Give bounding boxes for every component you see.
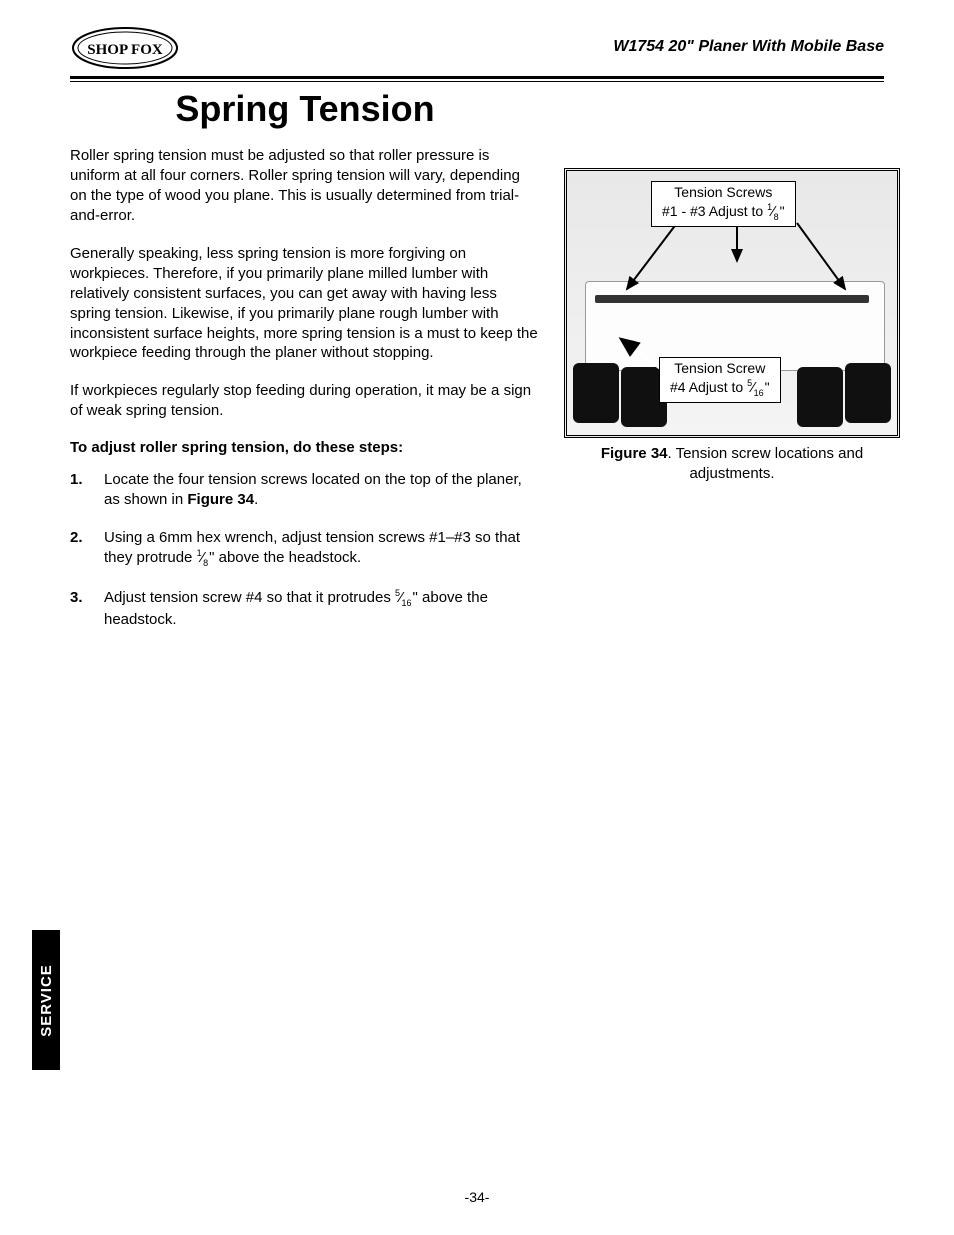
figure-caption: Figure 34. Tension screw locations and a…: [564, 444, 900, 483]
page-number: -34-: [0, 1189, 954, 1205]
intro-paragraph-1: Roller spring tension must be adjusted s…: [70, 146, 540, 226]
callout-bottom: Tension Screw #4 Adjust to 5⁄16": [659, 357, 781, 403]
intro-paragraph-2: Generally speaking, less spring tension …: [70, 244, 540, 364]
section-tab-service: SERVICE: [32, 930, 60, 1070]
header-rule-thick: [70, 76, 884, 79]
svg-text:SHOP FOX: SHOP FOX: [87, 42, 163, 58]
step-body: Using a 6mm hex wrench, adjust tension s…: [104, 528, 540, 570]
step-number: 1.: [70, 470, 104, 510]
step-body: Locate the four tension screws located o…: [104, 470, 540, 510]
text-column: Roller spring tension must be adjusted s…: [70, 146, 540, 648]
steps-list: 1. Locate the four tension screws locate…: [70, 470, 540, 630]
brand-logo: SHOP FOX: [70, 24, 180, 72]
content-columns: Roller spring tension must be adjusted s…: [70, 146, 884, 648]
page-header: SHOP FOX W1754 20" Planer With Mobile Ba…: [70, 24, 884, 72]
intro-paragraph-3: If workpieces regularly stop feeding dur…: [70, 381, 540, 421]
step-1: 1. Locate the four tension screws locate…: [70, 470, 540, 510]
page-title: Spring Tension: [70, 88, 540, 130]
figure-image: Tension Screws #1 - #3 Adjust to 1⁄8" Te…: [564, 168, 900, 438]
header-rule-thin: [70, 81, 884, 82]
step-number: 2.: [70, 528, 104, 570]
step-body: Adjust tension screw #4 so that it protr…: [104, 588, 540, 630]
step-2: 2. Using a 6mm hex wrench, adjust tensio…: [70, 528, 540, 570]
document-title: W1754 20" Planer With Mobile Base: [613, 24, 884, 56]
figure-34: Tension Screws #1 - #3 Adjust to 1⁄8" Te…: [564, 168, 900, 483]
steps-lead: To adjust roller spring tension, do thes…: [70, 439, 540, 456]
callout-top: Tension Screws #1 - #3 Adjust to 1⁄8": [651, 181, 796, 227]
step-number: 3.: [70, 588, 104, 630]
figure-column: Tension Screws #1 - #3 Adjust to 1⁄8" Te…: [564, 146, 900, 648]
step-3: 3. Adjust tension screw #4 so that it pr…: [70, 588, 540, 630]
